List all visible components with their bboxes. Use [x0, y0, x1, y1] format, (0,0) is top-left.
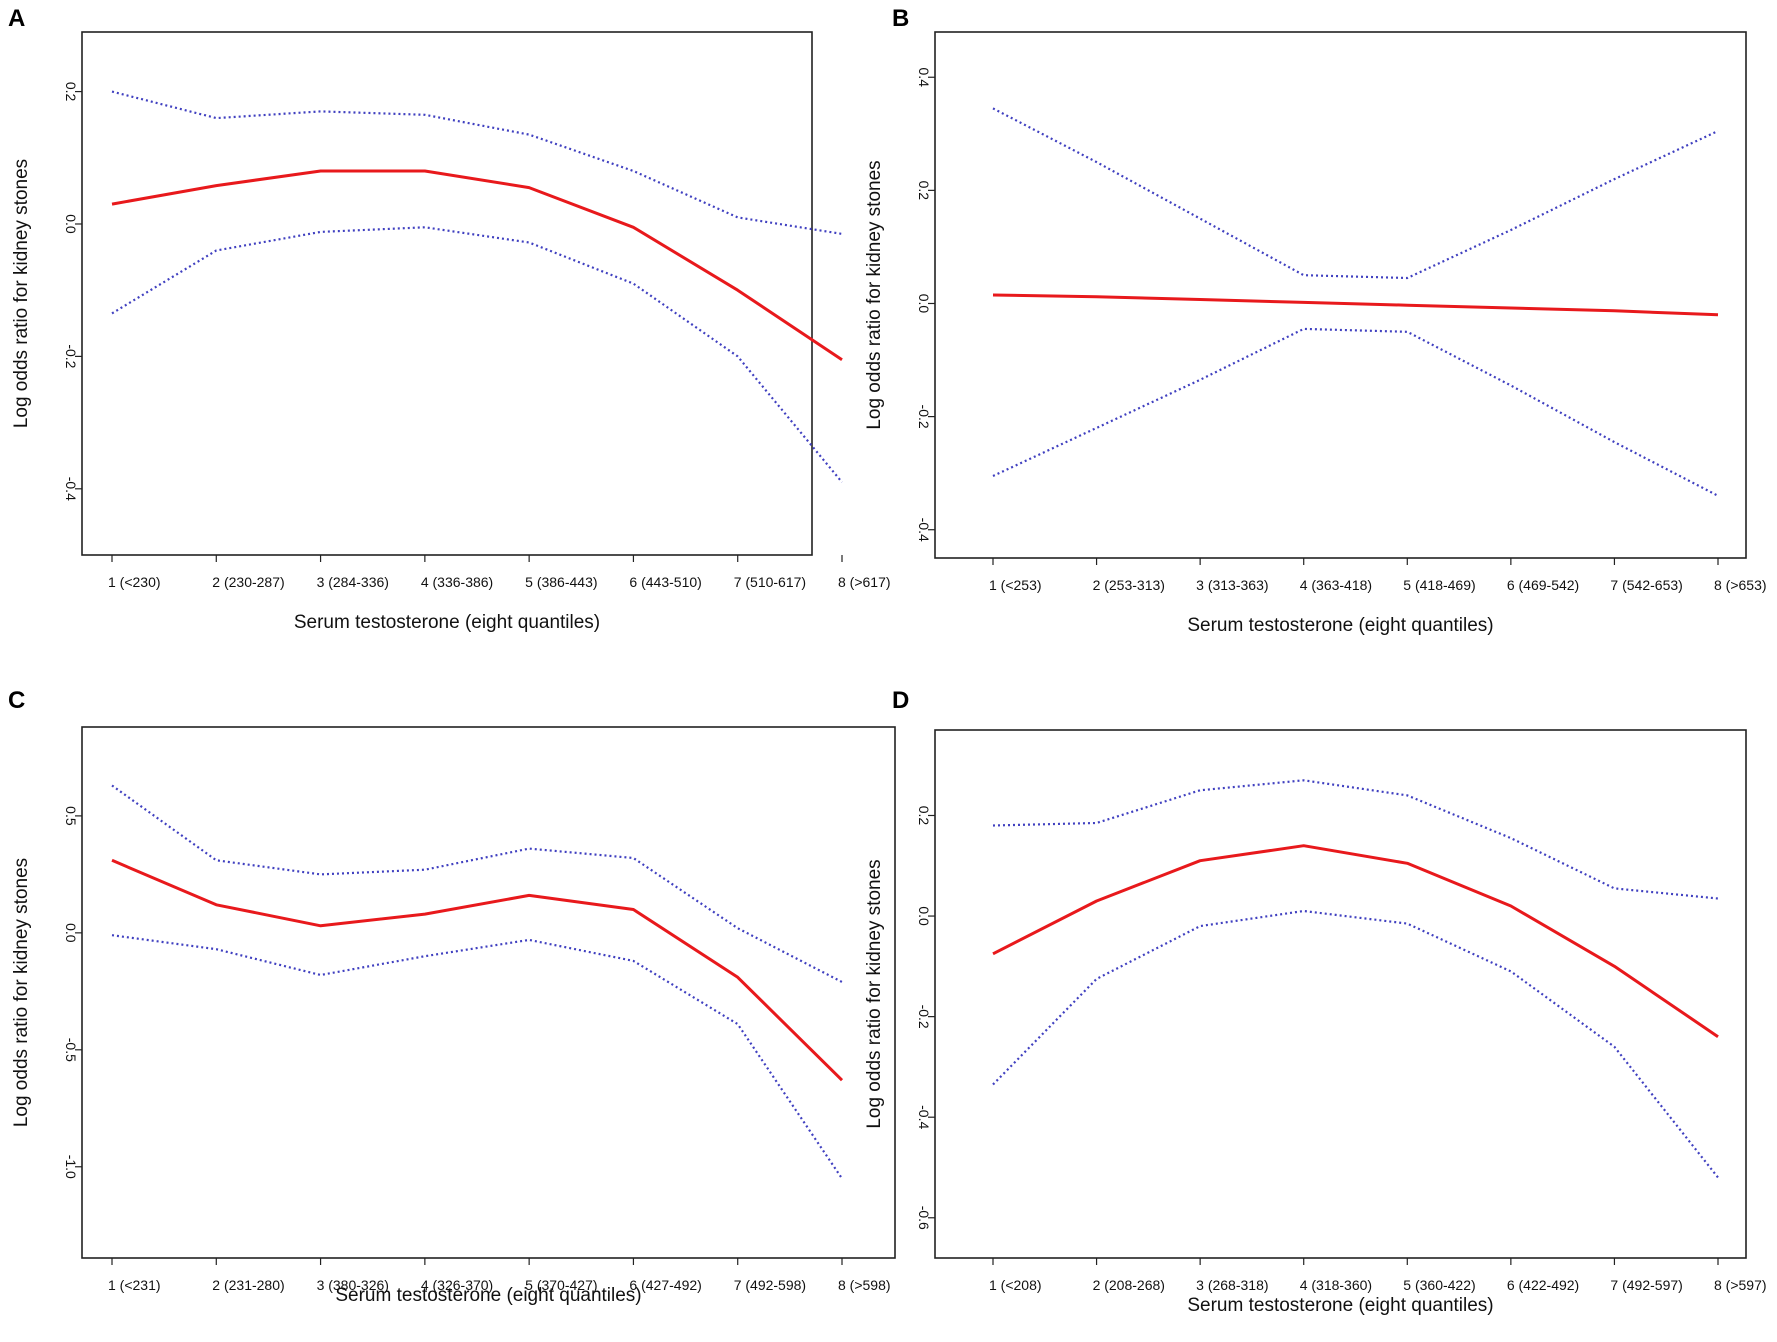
plot-frame: [934, 31, 1747, 559]
x-tick-label: 3 (268-318): [1196, 1277, 1268, 1293]
panel-b: B 0.4 0.2 0.0 -0.2 -0.4 1 (<253) 2 (253-313) 3 (…: [864, 5, 1767, 636]
upper-ci-line: [111, 90, 843, 235]
x-axis-title: Serum testosterone (eight quantiles): [1187, 1295, 1493, 1316]
lower-ci-line: [111, 934, 843, 1180]
lower-ci-line: [111, 226, 843, 483]
x-tick-label: 3 (313-363): [1196, 577, 1268, 593]
y-axis-title: Log odds ratio for kidney stones: [11, 159, 32, 428]
x-tick-label: 6 (427-492): [629, 1277, 701, 1293]
x-tick-label: 6 (422-492): [1507, 1277, 1579, 1293]
panel-letter: D: [892, 687, 909, 714]
x-tick-label: 8 (>597): [1714, 1277, 1767, 1293]
y-tick-label: 0.5: [63, 806, 79, 826]
x-tick-label: 4 (318-360): [1300, 1277, 1372, 1293]
x-tick-label: 2 (231-280): [212, 1277, 284, 1293]
log-odds-ratio-line: [992, 844, 1719, 1038]
x-tick-label: 8 (>653): [1714, 577, 1767, 593]
x-tick-label: 1 (<231): [108, 1277, 161, 1293]
y-tick-label: -1.0: [63, 1155, 79, 1179]
y-tick-label: 0.2: [916, 806, 932, 826]
lower-ci-line: [992, 327, 1719, 497]
panel-letter: B: [892, 5, 909, 32]
y-axis-title: Log odds ratio for kidney stones: [864, 160, 885, 429]
upper-ci-line: [992, 779, 1719, 900]
plot-frame: [81, 726, 896, 1259]
y-tick-label: -0.4: [916, 518, 932, 542]
x-tick-label: 4 (326-370): [421, 1277, 493, 1293]
y-axis-title: Log odds ratio for kidney stones: [864, 859, 885, 1128]
x-tick-label: 6 (443-510): [629, 574, 701, 590]
panel-letter: C: [8, 687, 25, 714]
x-tick-label: 7 (542-653): [1610, 577, 1682, 593]
plot-frame: [81, 31, 813, 556]
x-tick-label: 5 (386-443): [525, 574, 597, 590]
y-tick-label: 0.2: [63, 82, 79, 102]
upper-ci-line: [111, 784, 843, 983]
log-odds-ratio-line: [111, 858, 844, 1082]
log-odds-ratio-line: [111, 169, 843, 361]
panel-d: D 0.2 0.0 -0.2 -0.4 -0.6 1 (<208) 2 (208-268) 3 …: [864, 687, 1767, 1316]
x-axis-title: Serum testosterone (eight quantiles): [335, 1285, 641, 1306]
x-tick-label: 1 (<230): [108, 574, 161, 590]
x-tick-label: 2 (208-268): [1093, 1277, 1165, 1293]
y-tick-label: 0.2: [916, 181, 932, 201]
x-axis-title: Serum testosterone (eight quantiles): [294, 612, 600, 633]
y-tick-label: -0.4: [916, 1105, 932, 1129]
panel-a: A 0.2 0.0 -0.2 -0.4 1 (<230) 2 (230-287) 3 (284…: [8, 5, 891, 633]
y-axis-title: Log odds ratio for kidney stones: [11, 858, 32, 1127]
x-axis-title: Serum testosterone (eight quantiles): [1187, 615, 1493, 636]
y-tick-label: -0.2: [916, 405, 932, 429]
y-tick-label: -0.4: [63, 477, 79, 501]
panel-letter: A: [8, 5, 25, 32]
y-tick-label: 0.0: [63, 923, 79, 943]
upper-ci-line: [992, 107, 1719, 280]
x-tick-label: 6 (469-542): [1507, 577, 1579, 593]
y-tick-label: -0.2: [916, 1005, 932, 1029]
x-tick-label: 3 (380-326): [317, 1277, 389, 1293]
y-tick-label: -0.6: [916, 1206, 932, 1230]
y-tick-label: 0.0: [916, 906, 932, 926]
y-tick-label: -0.2: [63, 344, 79, 368]
x-tick-label: 2 (253-313): [1093, 577, 1165, 593]
plot-frame: [934, 729, 1747, 1259]
x-tick-label: 2 (230-287): [212, 574, 284, 590]
x-tick-label: 7 (492-598): [734, 1277, 806, 1293]
x-tick-label: 7 (492-597): [1610, 1277, 1682, 1293]
x-tick-label: 5 (418-469): [1403, 577, 1475, 593]
x-tick-label: 4 (363-418): [1300, 577, 1372, 593]
log-odds-ratio-line: [992, 293, 1719, 317]
x-tick-label: 8 (>617): [838, 574, 891, 590]
x-tick-label: 4 (336-386): [421, 574, 493, 590]
y-tick-label: -0.5: [63, 1038, 79, 1062]
y-tick-label: 0.4: [916, 68, 932, 88]
x-tick-label: 8 (>598): [838, 1277, 891, 1293]
x-tick-label: 5 (360-422): [1403, 1277, 1475, 1293]
x-tick-label: 1 (<208): [989, 1277, 1042, 1293]
x-tick-label: 7 (510-617): [734, 574, 806, 590]
y-tick-label: 0.0: [63, 214, 79, 234]
x-tick-label: 1 (<253): [989, 577, 1042, 593]
panel-c: C 0.5 0.0 -0.5 -1.0 1 (<231) 2 (231-280) 3 (380…: [8, 687, 896, 1306]
x-tick-label: 3 (284-336): [317, 574, 389, 590]
x-tick-label: 5 (370-427): [525, 1277, 597, 1293]
lower-ci-line: [992, 909, 1719, 1179]
y-tick-label: 0.0: [916, 294, 932, 314]
